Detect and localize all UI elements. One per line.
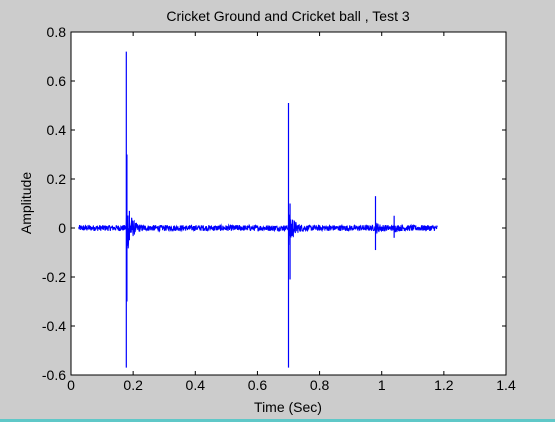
x-tick-label: 0.6: [248, 377, 268, 393]
x-tick-label: 0: [67, 377, 75, 393]
x-tick-label: 0.2: [123, 377, 143, 393]
y-tick-label: 0.6: [47, 73, 67, 89]
y-tick-label: -0.6: [42, 367, 66, 383]
x-tick-label: 1: [378, 377, 386, 393]
y-tick-label: -0.2: [42, 269, 66, 285]
axes-frame: [70, 31, 507, 376]
ticks-layer: 0 0.2 0.4 0.6 0.8 1 1.2 1.4 0.8 0.6 0.4 0.2 0 -0.2 -0.…: [42, 24, 516, 393]
y-tick-label: 0: [58, 220, 66, 236]
x-tick-label: 0.8: [310, 377, 330, 393]
chart-title: Cricket Ground and Cricket ball , Test 3: [166, 8, 410, 24]
series-layer: [78, 51, 438, 368]
y-tick-label: 0.8: [47, 24, 67, 40]
x-tick-label: 1.2: [434, 377, 454, 393]
y-tick-label: 0.4: [47, 122, 67, 138]
x-tick-label: 1.4: [496, 377, 516, 393]
window-bottom-edge: [0, 419, 555, 422]
x-tick-label: 0.4: [186, 377, 206, 393]
y-axis-label: Amplitude: [18, 172, 34, 234]
y-tick-label: -0.4: [42, 318, 66, 334]
y-tick-label: 0.2: [47, 171, 67, 187]
x-axis-label: Time (Sec): [254, 399, 322, 415]
signal-line: [78, 214, 438, 249]
